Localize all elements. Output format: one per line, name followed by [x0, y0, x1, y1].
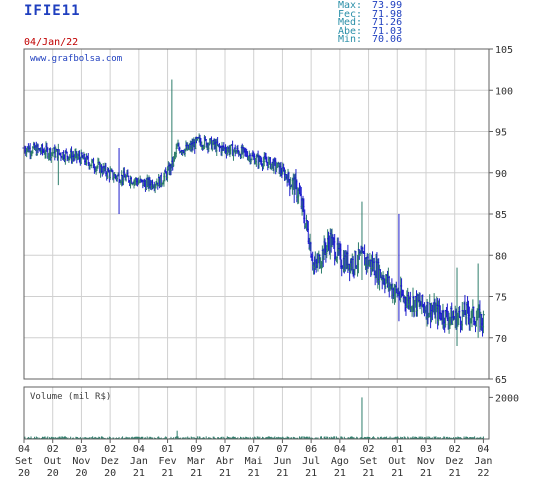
price-tick-label: 100 — [495, 86, 513, 97]
price-tick-label: 80 — [495, 251, 507, 262]
price-tick-label: 70 — [495, 334, 507, 345]
x-tick-label-mon: Ago — [331, 456, 349, 467]
volume-plot-frame — [23, 386, 490, 440]
x-tick-label-day: 04 — [18, 444, 30, 455]
x-axis-labels: 04Set2002Out2003Nov2002Dez2004Jan2101Fev… — [15, 439, 492, 479]
x-tick-label-yr: 20 — [75, 468, 87, 479]
x-tick-label-mon: Set — [15, 456, 33, 467]
x-tick-label-yr: 21 — [363, 468, 375, 479]
stat-value: 71.26 — [372, 17, 403, 29]
x-tick-label-day: 02 — [449, 444, 461, 455]
x-tick-label-day: 04 — [477, 444, 489, 455]
stat-value: 73.99 — [372, 0, 403, 11]
stat-label: Min: — [338, 34, 363, 46]
x-tick-label-mon: Nov — [72, 456, 90, 467]
stat-value: 70.06 — [372, 34, 403, 46]
x-tick-label-day: 07 — [248, 444, 260, 455]
x-tick-label-mon: Nov — [417, 456, 435, 467]
stat-row: Abe: 71.03 — [338, 25, 403, 37]
x-tick-label-day: 07 — [276, 444, 288, 455]
x-tick-label-mon: Out — [44, 456, 62, 467]
x-tick-label-yr: 21 — [420, 468, 432, 479]
price-tick-label: 85 — [495, 210, 507, 221]
x-tick-label-mon: Dez — [101, 456, 119, 467]
price-bars — [22, 79, 485, 346]
x-tick-label-day: 01 — [391, 444, 403, 455]
volume-grid — [52, 387, 456, 439]
x-tick-label-mon: Mar — [187, 456, 205, 467]
x-tick-label-mon: Fev — [159, 456, 177, 467]
x-tick-label-yr: 21 — [391, 468, 403, 479]
x-tick-label-mon: Dez — [446, 456, 464, 467]
x-tick-label-mon: Jan — [130, 456, 148, 467]
stats-panel: Max: 73.99 Fec: 71.98 Med: 71.26 Abe: 71.03 Min:… — [338, 0, 403, 46]
price-tick-label: 75 — [495, 293, 507, 304]
x-tick-label-yr: 21 — [219, 468, 231, 479]
x-tick-label-yr: 21 — [305, 468, 317, 479]
x-tick-label-mon: Out — [388, 456, 406, 467]
stat-row: Min: 70.06 — [338, 34, 403, 46]
x-tick-label-day: 04 — [133, 444, 145, 455]
x-tick-label-yr: 21 — [449, 468, 461, 479]
x-tick-label-yr: 21 — [334, 468, 346, 479]
volume-axis-ticks: 2000 — [489, 393, 519, 404]
x-tick-label-day: 09 — [190, 444, 202, 455]
x-tick-label-day: 06 — [305, 444, 317, 455]
x-tick-label-yr: 20 — [47, 468, 59, 479]
quote-date: 04/Jan/22 — [24, 37, 79, 48]
volume-tick-label: 2000 — [495, 393, 519, 404]
x-tick-label-mon: Jul — [302, 456, 320, 467]
x-tick-label-mon: Jan — [474, 456, 492, 467]
price-grid — [24, 49, 489, 379]
stat-row: Fec: 71.98 — [338, 8, 403, 20]
x-tick-label-day: 07 — [219, 444, 231, 455]
x-tick-label-day: 02 — [363, 444, 375, 455]
watermark: www.grafbolsa.com — [30, 54, 122, 64]
stat-label: Max: — [338, 0, 363, 11]
stat-value: 71.03 — [372, 25, 403, 37]
price-axis-ticks: 105 100 95 90 85 80 75 70 65 — [489, 45, 513, 386]
x-tick-label-mon: Mai — [245, 456, 263, 467]
x-tick-label-day: 03 — [75, 444, 87, 455]
price-tick-label: 95 — [495, 128, 507, 139]
x-tick-label-day: 01 — [162, 444, 174, 455]
price-tick-label: 90 — [495, 169, 507, 180]
stat-label: Med: — [338, 17, 363, 29]
price-tick-label: 65 — [495, 375, 507, 386]
x-tick-label-yr: 20 — [18, 468, 30, 479]
x-tick-label-yr: 21 — [248, 468, 260, 479]
x-tick-label-day: 04 — [334, 444, 346, 455]
stat-row: Med: 71.26 — [338, 17, 403, 29]
x-tick-label-yr: 22 — [477, 468, 489, 479]
x-tick-label-mon: Abr — [216, 456, 234, 467]
x-tick-label-mon: Jun — [273, 456, 291, 467]
x-tick-label-yr: 21 — [133, 468, 145, 479]
x-tick-label-yr: 20 — [104, 468, 116, 479]
stat-label: Abe: — [338, 25, 363, 37]
stat-row: Max: 73.99 — [338, 0, 403, 11]
stat-label: Fec: — [338, 8, 363, 20]
x-tick-label-day: 03 — [420, 444, 432, 455]
ticker-title: IFIE11 — [24, 3, 81, 19]
x-tick-label-mon: Set — [360, 456, 378, 467]
volume-label: Volume (mil R$) — [30, 392, 111, 402]
x-tick-label-day: 02 — [47, 444, 59, 455]
x-tick-label-yr: 21 — [276, 468, 288, 479]
x-tick-label-yr: 21 — [190, 468, 202, 479]
x-tick-label-day: 02 — [104, 444, 116, 455]
price-tick-label: 105 — [495, 45, 513, 56]
x-tick-label-yr: 21 — [162, 468, 174, 479]
stat-value: 71.98 — [372, 8, 403, 20]
